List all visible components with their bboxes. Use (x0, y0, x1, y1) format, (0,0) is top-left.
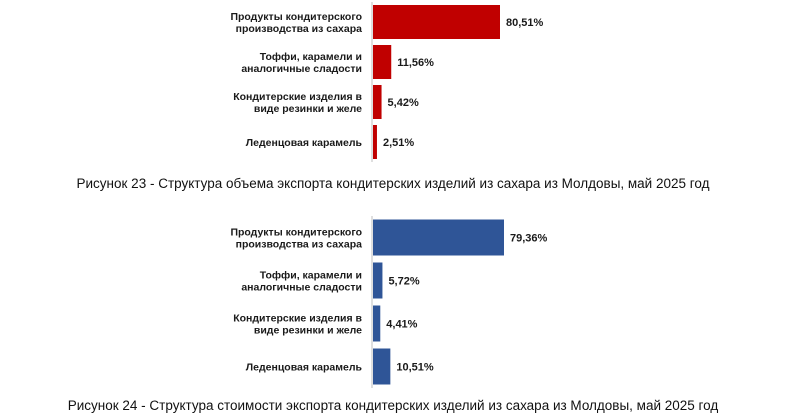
figure-23-caption: Рисунок 23 - Структура объема экспорта к… (76, 176, 710, 191)
bar (373, 85, 382, 119)
data-label: 80,51% (506, 17, 544, 29)
bar (373, 305, 381, 342)
export-volume-bar-chart: 80,51% Продукты кондитерского производства… (230, 2, 544, 162)
category-label: Продукты кондитерского производства из са… (230, 227, 362, 251)
data-label: 4,41% (386, 319, 417, 331)
bar (373, 5, 500, 39)
bar (373, 262, 383, 299)
bar (373, 348, 391, 385)
data-label: 10,51% (396, 362, 434, 374)
category-label: Тоффи, карамели и аналогичные сладости (241, 51, 362, 75)
figure-24-caption: Рисунок 24 - Структура стоимости экспорт… (67, 398, 719, 413)
category-label: Леденцовая карамель (246, 137, 363, 149)
bar (373, 45, 392, 79)
data-label: 2,51% (383, 137, 414, 149)
bar (373, 125, 377, 159)
category-label: Продукты кондитерского производства из са… (230, 11, 362, 35)
export-value-bar-chart: 79,36% Продукты кондитерского производства… (230, 216, 548, 388)
category-label: Леденцовая карамель (246, 362, 363, 374)
bar (373, 219, 504, 256)
data-label: 11,56% (397, 57, 434, 69)
category-label: Тоффи, карамели и аналогичные сладости (241, 270, 362, 294)
category-label: Кондитерские изделия в виде резинки и жел… (233, 91, 362, 115)
data-label: 79,36% (510, 233, 548, 245)
data-label: 5,72% (388, 276, 419, 288)
data-label: 5,42% (388, 97, 419, 109)
category-label: Кондитерские изделия в виде резинки и жел… (233, 313, 362, 337)
